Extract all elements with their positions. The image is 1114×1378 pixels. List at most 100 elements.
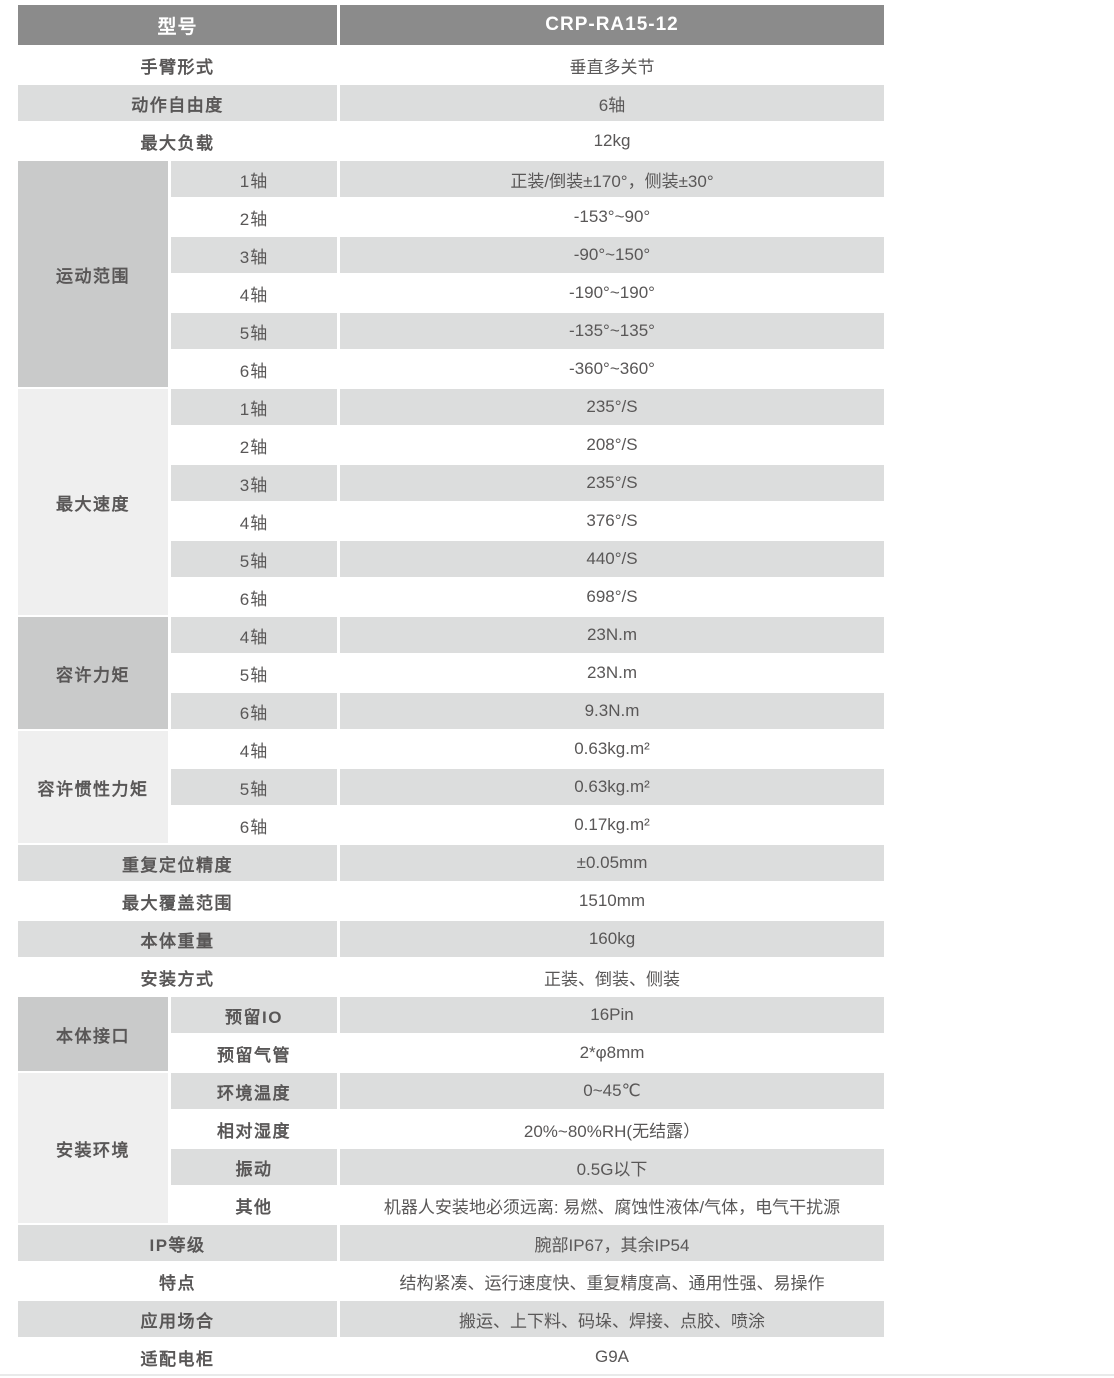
spec-row: 5轴 -135°~135° — [18, 313, 884, 349]
value-cell: 208°/S — [340, 427, 884, 463]
spec-row: 2轴 208°/S — [18, 427, 884, 463]
spec-row: 5轴 23N.m — [18, 655, 884, 691]
spec-row: 6轴 -360°~360° — [18, 351, 884, 387]
spec-row: 动作自由度 6轴 — [18, 85, 884, 121]
row-label-cell: 最大负载 — [18, 123, 337, 159]
spec-row: 容许力矩 4轴 23N.m — [18, 617, 884, 729]
value-cell: 0.17kg.m² — [340, 807, 884, 843]
spec-row: 5轴 0.63kg.m² — [18, 769, 884, 805]
group-label-cell: 容许力矩 — [18, 617, 168, 729]
spec-row: 应用场合 搬运、上下料、码垛、焊接、点胶、喷涂 — [18, 1301, 884, 1337]
value-cell: 机器人安装地必须远离: 易燃、腐蚀性液体/气体，电气干扰源 — [340, 1187, 884, 1223]
value-cell: 440°/S — [340, 541, 884, 577]
sub-label-cell: 其他 — [171, 1187, 337, 1223]
spec-row: 6轴 698°/S — [18, 579, 884, 615]
sub-label-cell: 6轴 — [171, 807, 337, 843]
spec-row: 本体重量 160kg — [18, 921, 884, 957]
row-label-cell: 本体重量 — [18, 921, 337, 957]
value-cell: 搬运、上下料、码垛、焊接、点胶、喷涂 — [340, 1301, 884, 1337]
sub-label-cell: 预留IO — [171, 997, 337, 1033]
value-cell: 0.63kg.m² — [340, 731, 884, 767]
spec-table: 型号 CRP-RA15-12 手臂形式 垂直多关节 动作自由度 6轴 最大负载 12kg 运动范… — [15, 3, 887, 1377]
row-label-cell: 重复定位精度 — [18, 845, 337, 881]
value-cell: 9.3N.m — [340, 693, 884, 729]
value-cell: 235°/S — [340, 465, 884, 501]
sub-label-cell: 2轴 — [171, 199, 337, 235]
spec-row: 相对湿度 20%~80%RH(无结露） — [18, 1111, 884, 1147]
spec-row: 5轴 440°/S — [18, 541, 884, 577]
spec-row: 安装环境 环境温度 0~45℃ — [18, 1073, 884, 1223]
row-label-cell: 最大覆盖范围 — [18, 883, 337, 919]
spec-row: 安装方式 正装、倒装、侧装 — [18, 959, 884, 995]
spec-row: 4轴 376°/S — [18, 503, 884, 539]
table-header-row: 型号 CRP-RA15-12 — [18, 5, 884, 45]
sub-label-cell: 5轴 — [171, 541, 337, 577]
row-label-cell: 动作自由度 — [18, 85, 337, 121]
sub-label-cell: 4轴 — [171, 275, 337, 311]
value-cell: 12kg — [340, 123, 884, 159]
value-cell: 正装、倒装、侧装 — [340, 959, 884, 995]
spec-row: 其他 机器人安装地必须远离: 易燃、腐蚀性液体/气体，电气干扰源 — [18, 1187, 884, 1223]
value-cell: 0.5G以下 — [340, 1149, 884, 1185]
sub-label-cell: 振动 — [171, 1149, 337, 1185]
spec-row: 手臂形式 垂直多关节 — [18, 47, 884, 83]
value-cell: 正装/倒装±170°，侧装±30° — [340, 161, 884, 197]
sub-label-cell: 6轴 — [171, 693, 337, 729]
spec-row: 预留气管 2*φ8mm — [18, 1035, 884, 1071]
value-cell: 20%~80%RH(无结露） — [340, 1111, 884, 1147]
value-cell: -360°~360° — [340, 351, 884, 387]
row-label-cell: 适配电柜 — [18, 1339, 337, 1375]
spec-row: 容许惯性力矩 4轴 0.63kg.m² — [18, 731, 884, 843]
value-cell: 垂直多关节 — [340, 47, 884, 83]
spec-row: 4轴 -190°~190° — [18, 275, 884, 311]
row-label-cell: IP等级 — [18, 1225, 337, 1261]
spec-row: 3轴 235°/S — [18, 465, 884, 501]
value-cell: 235°/S — [340, 389, 884, 425]
spec-row: IP等级 腕部IP67，其余IP54 — [18, 1225, 884, 1261]
spec-row: 适配电柜 G9A — [18, 1339, 884, 1375]
value-cell: 16Pin — [340, 997, 884, 1033]
page-bottom-divider — [0, 1374, 1114, 1376]
spec-row: 3轴 -90°~150° — [18, 237, 884, 273]
spec-row: 振动 0.5G以下 — [18, 1149, 884, 1185]
value-cell: 1510mm — [340, 883, 884, 919]
value-cell: -190°~190° — [340, 275, 884, 311]
spec-row: 最大速度 1轴 235°/S — [18, 389, 884, 615]
sub-label-cell: 3轴 — [171, 237, 337, 273]
value-cell: 6轴 — [340, 85, 884, 121]
group-label-cell: 运动范围 — [18, 161, 168, 387]
spec-row: 特点 结构紧凑、运行速度快、重复精度高、通用性强、易操作 — [18, 1263, 884, 1299]
spec-row: 6轴 0.17kg.m² — [18, 807, 884, 843]
value-cell: -153°~90° — [340, 199, 884, 235]
row-label-cell: 手臂形式 — [18, 47, 337, 83]
value-cell: 376°/S — [340, 503, 884, 539]
model-label-cell: 型号 — [18, 5, 337, 45]
sub-label-cell: 预留气管 — [171, 1035, 337, 1071]
value-cell: 腕部IP67，其余IP54 — [340, 1225, 884, 1261]
spec-row: 最大负载 12kg — [18, 123, 884, 159]
value-cell: -90°~150° — [340, 237, 884, 273]
value-cell: 0~45℃ — [340, 1073, 884, 1109]
value-cell: 23N.m — [340, 655, 884, 691]
group-label-cell: 安装环境 — [18, 1073, 168, 1223]
value-cell: -135°~135° — [340, 313, 884, 349]
sub-label-cell: 6轴 — [171, 579, 337, 615]
group-label-cell: 本体接口 — [18, 997, 168, 1071]
sub-label-cell: 2轴 — [171, 427, 337, 463]
row-label-cell: 应用场合 — [18, 1301, 337, 1337]
sub-label-cell: 5轴 — [171, 769, 337, 805]
spec-row: 最大覆盖范围 1510mm — [18, 883, 884, 919]
spec-row: 运动范围 1轴 正装/倒装±170°，侧装±30° — [18, 161, 884, 387]
sub-label-cell: 4轴 — [171, 617, 337, 653]
spec-row: 6轴 9.3N.m — [18, 693, 884, 729]
value-cell: 0.63kg.m² — [340, 769, 884, 805]
value-cell: ±0.05mm — [340, 845, 884, 881]
group-label-cell: 最大速度 — [18, 389, 168, 615]
sub-label-cell: 5轴 — [171, 655, 337, 691]
sub-label-cell: 相对湿度 — [171, 1111, 337, 1147]
sub-label-cell: 1轴 — [171, 389, 337, 425]
sub-label-cell: 6轴 — [171, 351, 337, 387]
row-label-cell: 安装方式 — [18, 959, 337, 995]
value-cell: 160kg — [340, 921, 884, 957]
